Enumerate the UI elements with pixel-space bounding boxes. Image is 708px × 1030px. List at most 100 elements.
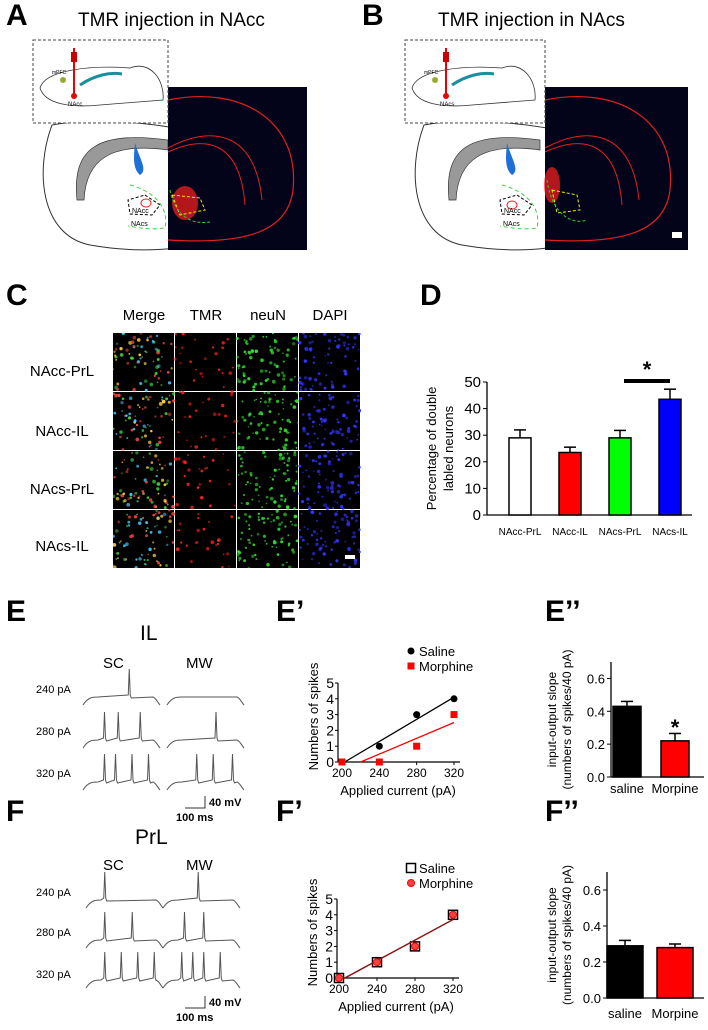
y-tick-label: 2 <box>326 722 334 738</box>
cell <box>252 432 254 435</box>
cell <box>160 383 163 387</box>
cell <box>203 357 207 361</box>
cell <box>329 563 333 566</box>
cell <box>115 467 118 470</box>
cell <box>330 490 334 494</box>
cell <box>339 495 343 499</box>
cell <box>348 497 351 500</box>
cell <box>276 348 280 352</box>
cell <box>230 390 234 394</box>
cell <box>135 437 140 442</box>
cell <box>357 348 360 351</box>
cell <box>282 374 286 378</box>
micrograph-dapi <box>297 333 361 392</box>
cell <box>312 470 315 472</box>
cell <box>195 368 197 371</box>
cell <box>166 543 169 547</box>
cell <box>278 522 282 527</box>
scale-bar <box>185 796 206 809</box>
cell <box>325 374 328 377</box>
cell <box>274 394 277 396</box>
cell <box>241 400 244 403</box>
cell <box>295 464 298 467</box>
cell <box>343 513 347 517</box>
cell <box>306 432 310 436</box>
cell <box>294 523 298 527</box>
cell <box>317 482 321 485</box>
cell <box>271 514 273 516</box>
cell <box>172 495 175 498</box>
cell <box>136 500 139 503</box>
cell <box>348 546 351 549</box>
data-point-morphine <box>449 910 457 919</box>
cell <box>235 337 239 341</box>
cell <box>237 379 241 384</box>
cell <box>138 495 141 498</box>
cell <box>183 460 187 465</box>
cell <box>301 538 305 542</box>
cell <box>114 354 117 357</box>
cell <box>132 346 136 349</box>
cell <box>336 418 339 421</box>
cell <box>258 500 261 503</box>
cell <box>166 479 170 483</box>
cell <box>308 507 312 511</box>
cell <box>266 423 269 427</box>
cell <box>303 526 306 529</box>
bar-nacc-prl <box>508 437 532 516</box>
cell <box>230 515 234 519</box>
x-tick-label: Morpine <box>652 781 699 796</box>
legend-label: Saline <box>419 644 455 659</box>
cell <box>331 395 335 399</box>
scale-voltage: 40 mV <box>209 797 242 809</box>
cell <box>291 448 294 451</box>
cell <box>150 429 153 433</box>
cell <box>307 412 312 417</box>
cell <box>306 502 309 505</box>
cell <box>315 538 319 542</box>
cell <box>295 539 299 543</box>
cell <box>168 462 173 466</box>
electrophysiology-traces <box>82 668 245 1009</box>
cell <box>227 482 231 486</box>
cell <box>160 514 164 518</box>
cell <box>281 402 284 404</box>
y-tick-label: 1 <box>326 738 334 754</box>
scale-time: 100 ms <box>176 812 214 824</box>
cell <box>237 550 242 555</box>
cell <box>204 435 208 438</box>
cell <box>260 358 264 363</box>
y-tick-label: 0 <box>325 970 333 986</box>
cell <box>339 333 344 337</box>
cell <box>268 410 272 413</box>
trace-il-sc <box>82 711 161 749</box>
cell <box>318 399 321 402</box>
cell <box>188 415 192 418</box>
cell <box>275 364 279 369</box>
cell <box>329 432 333 435</box>
cell <box>257 423 261 427</box>
row-header-nacc-il: NAcc-IL <box>35 423 89 440</box>
cell <box>269 496 274 501</box>
cell <box>154 371 158 375</box>
cell <box>127 520 131 524</box>
panel-b-title: TMR injection in NAcs <box>438 10 625 31</box>
cell <box>164 525 167 529</box>
cell <box>346 522 351 527</box>
bar-nacs-prl <box>608 437 632 516</box>
cell <box>226 337 230 341</box>
cell <box>322 552 326 556</box>
cell <box>134 478 137 480</box>
cell <box>275 515 280 520</box>
cell <box>335 538 340 543</box>
y-tick-label: 4 <box>325 907 333 923</box>
cell <box>221 346 225 350</box>
cell <box>158 463 161 466</box>
cell <box>349 439 353 443</box>
cell <box>257 512 260 515</box>
cell <box>281 537 284 540</box>
cell <box>261 427 266 432</box>
cell <box>129 492 133 497</box>
cell <box>245 501 250 506</box>
cell <box>211 346 215 349</box>
